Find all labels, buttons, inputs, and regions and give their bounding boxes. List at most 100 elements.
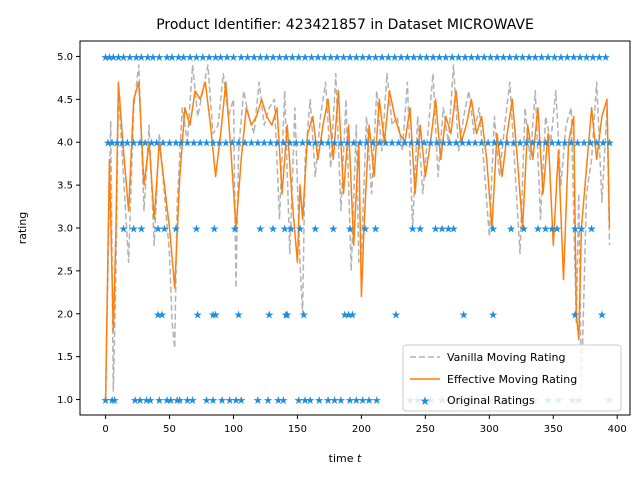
original-rating-marker: ★ xyxy=(492,51,502,64)
original-rating-marker: ★ xyxy=(556,51,566,64)
original-rating-marker: ★ xyxy=(240,137,250,150)
original-rating-marker: ★ xyxy=(400,137,410,150)
original-rating-marker: ★ xyxy=(208,394,218,407)
original-rating-marker: ★ xyxy=(107,394,117,407)
original-rating-marker: ★ xyxy=(304,137,314,150)
original-rating-marker: ★ xyxy=(511,51,521,64)
original-rating-marker: ★ xyxy=(280,223,290,236)
original-rating-marker: ★ xyxy=(575,51,585,64)
original-rating-marker: ★ xyxy=(355,137,365,150)
original-rating-marker: ★ xyxy=(216,51,226,64)
original-rating-marker: ★ xyxy=(135,394,145,407)
original-rating-marker: ★ xyxy=(426,137,436,150)
original-rating-marker: ★ xyxy=(214,137,224,150)
x-tick-label: 200 xyxy=(352,424,371,435)
original-rating-marker: ★ xyxy=(489,137,499,150)
original-rating-marker: ★ xyxy=(519,223,529,236)
original-rating-marker: ★ xyxy=(211,51,221,64)
original-rating-marker: ★ xyxy=(253,394,263,407)
original-rating-marker: ★ xyxy=(569,51,579,64)
original-rating-marker: ★ xyxy=(457,137,467,150)
original-rating-marker: ★ xyxy=(281,51,291,64)
plot-area: ★★★★★★★★★★★★★★★★★★★★★★★★★★★★★★★★★★★★★★★★… xyxy=(79,40,631,416)
original-rating-marker: ★ xyxy=(339,51,349,64)
y-axis: 1.0 1.5 2.0 2.5 3.0 3.5 4.0 4.5 5.0 xyxy=(57,52,80,406)
original-rating-marker: ★ xyxy=(166,394,176,407)
original-rating-marker: ★ xyxy=(202,137,212,150)
original-rating-marker: ★ xyxy=(278,137,288,150)
original-rating-marker: ★ xyxy=(358,51,368,64)
original-rating-marker: ★ xyxy=(211,308,221,321)
original-rating-marker: ★ xyxy=(381,137,391,150)
original-rating-marker: ★ xyxy=(323,394,333,407)
original-rating-marker: ★ xyxy=(505,51,515,64)
original-rating-marker: ★ xyxy=(158,137,168,150)
legend: Vanilla Moving Rating Effective Moving R… xyxy=(402,344,622,412)
original-rating-marker: ★ xyxy=(294,394,304,407)
original-rating-marker: ★ xyxy=(291,137,301,150)
original-rating-marker: ★ xyxy=(264,308,274,321)
original-rating-marker: ★ xyxy=(225,394,235,407)
original-rating-marker: ★ xyxy=(349,137,359,150)
x-axis: 0 50 100 150 200 250 300 350 400 xyxy=(102,415,627,435)
x-tick-label: 50 xyxy=(163,424,176,435)
original-rating-marker: ★ xyxy=(119,51,129,64)
original-rating-marker: ★ xyxy=(171,137,181,150)
original-rating-marker: ★ xyxy=(390,51,400,64)
original-rating-marker: ★ xyxy=(191,223,201,236)
original-rating-marker: ★ xyxy=(182,394,192,407)
original-rating-marker: ★ xyxy=(172,394,182,407)
legend-label-effective: Effective Moving Rating xyxy=(447,373,577,386)
legend-label-vanilla: Vanilla Moving Rating xyxy=(447,351,566,364)
original-rating-marker: ★ xyxy=(113,51,123,64)
original-rating-marker: ★ xyxy=(368,137,378,150)
original-rating-marker: ★ xyxy=(566,137,576,150)
x-tick-label: 300 xyxy=(480,424,499,435)
original-rating-marker: ★ xyxy=(547,223,557,236)
original-rating-marker: ★ xyxy=(281,308,291,321)
original-rating-marker: ★ xyxy=(285,137,295,150)
original-rating-marker: ★ xyxy=(147,137,157,150)
original-rating-marker: ★ xyxy=(543,51,553,64)
original-rating-marker: ★ xyxy=(528,137,538,150)
original-rating-marker: ★ xyxy=(570,308,580,321)
original-rating-marker: ★ xyxy=(344,308,354,321)
original-rating-marker: ★ xyxy=(110,394,120,407)
original-rating-marker: ★ xyxy=(268,51,278,64)
original-rating-marker: ★ xyxy=(262,51,272,64)
original-rating-marker: ★ xyxy=(415,223,425,236)
original-rating-marker: ★ xyxy=(506,223,516,236)
original-rating-marker: ★ xyxy=(323,137,333,150)
original-rating-marker: ★ xyxy=(336,137,346,150)
original-rating-marker: ★ xyxy=(553,137,563,150)
original-rating-marker: ★ xyxy=(191,51,201,64)
original-rating-marker: ★ xyxy=(253,137,263,150)
original-rating-marker: ★ xyxy=(294,51,304,64)
original-rating-marker: ★ xyxy=(162,51,172,64)
y-axis-title: rating xyxy=(16,212,29,245)
original-rating-marker: ★ xyxy=(108,51,118,64)
original-rating-marker: ★ xyxy=(317,137,327,150)
original-rating-marker: ★ xyxy=(119,223,129,236)
original-rating-marker: ★ xyxy=(409,51,419,64)
original-rating-marker: ★ xyxy=(326,51,336,64)
original-rating-marker: ★ xyxy=(582,51,592,64)
original-rating-marker: ★ xyxy=(394,137,404,150)
original-rating-marker: ★ xyxy=(286,223,296,236)
original-rating-marker: ★ xyxy=(364,394,374,407)
original-rating-marker: ★ xyxy=(217,394,227,407)
original-rating-marker: ★ xyxy=(204,51,214,64)
legend-marker-original: ★ xyxy=(420,394,431,408)
original-rating-marker: ★ xyxy=(483,137,493,150)
x-tick-label: 0 xyxy=(102,424,108,435)
original-rating-marker: ★ xyxy=(413,137,423,150)
original-rating-marker: ★ xyxy=(383,51,393,64)
original-rating-marker: ★ xyxy=(142,394,152,407)
original-rating-marker: ★ xyxy=(328,223,338,236)
original-rating-marker: ★ xyxy=(345,51,355,64)
original-rating-marker: ★ xyxy=(234,137,244,150)
x-axis-title: time t xyxy=(329,452,362,465)
original-rating-marker: ★ xyxy=(347,308,357,321)
original-rating-marker: ★ xyxy=(130,394,140,407)
original-rating-marker: ★ xyxy=(189,137,199,150)
